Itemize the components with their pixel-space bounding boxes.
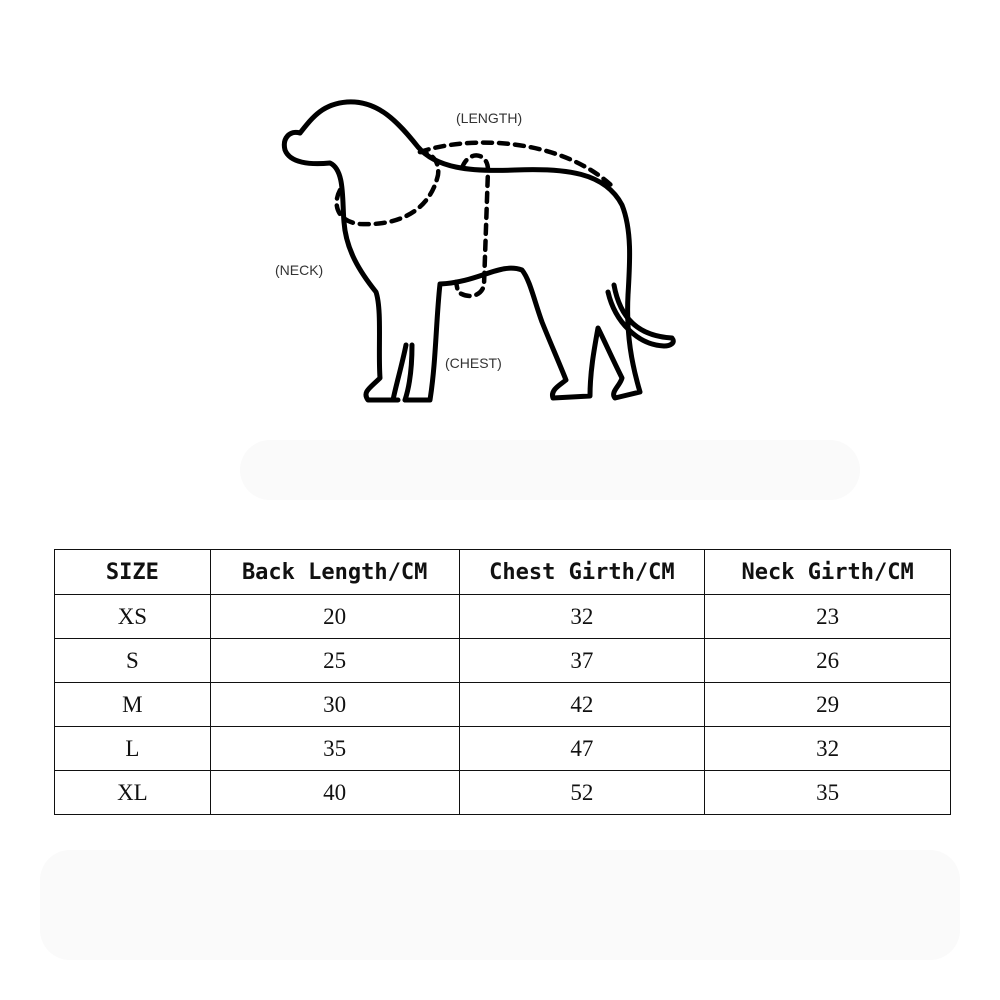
size-chart-table: SIZE Back Length/CM Chest Girth/CM Neck … [54, 549, 951, 815]
dog-outline [297, 99, 643, 403]
header-chest-girth: Chest Girth/CM [458, 549, 706, 595]
table-row: XL 40 52 35 [54, 770, 951, 815]
table-row: XS 20 32 23 [54, 594, 951, 639]
cell-neck-girth: 35 [704, 770, 951, 815]
cell-size: XS [54, 594, 211, 639]
neck-label: (NECK) [275, 262, 324, 278]
cell-chest-girth: 32 [458, 594, 706, 639]
length-dashed-line [417, 140, 615, 189]
dog-tail [605, 282, 676, 349]
cell-back-length: 20 [209, 594, 460, 639]
table-row: S 25 37 26 [54, 638, 951, 683]
faint-shadow [40, 850, 960, 960]
cell-size: M [54, 682, 211, 727]
header-size: SIZE [54, 549, 211, 595]
chest-label: (CHEST) [445, 355, 502, 371]
header-back-length: Back Length/CM [209, 549, 460, 595]
cell-neck-girth: 29 [704, 682, 951, 727]
cell-chest-girth: 47 [458, 726, 706, 771]
cell-back-length: 25 [209, 638, 460, 683]
cell-neck-girth: 32 [704, 726, 951, 771]
table-row: M 30 42 29 [54, 682, 951, 727]
cell-back-length: 35 [209, 726, 460, 771]
chest-dashed-line [453, 153, 491, 299]
cell-chest-girth: 37 [458, 638, 706, 683]
dog-measurement-diagram [281, 99, 676, 403]
faint-shadow [240, 440, 860, 500]
cell-neck-girth: 26 [704, 638, 951, 683]
cell-chest-girth: 42 [458, 682, 706, 727]
cell-back-length: 30 [209, 682, 460, 727]
dog-head [281, 129, 401, 403]
neck-dashed-line [334, 149, 441, 227]
dog-far-front-leg [390, 342, 415, 403]
table-row: L 35 47 32 [54, 726, 951, 771]
cell-size: S [54, 638, 211, 683]
header-neck-girth: Neck Girth/CM [704, 549, 951, 595]
cell-size: L [54, 726, 211, 771]
table-header-row: SIZE Back Length/CM Chest Girth/CM Neck … [54, 549, 951, 595]
cell-chest-girth: 52 [458, 770, 706, 815]
cell-back-length: 40 [209, 770, 460, 815]
cell-neck-girth: 23 [704, 594, 951, 639]
length-label: (LENGTH) [456, 110, 523, 126]
cell-size: XL [54, 770, 211, 815]
